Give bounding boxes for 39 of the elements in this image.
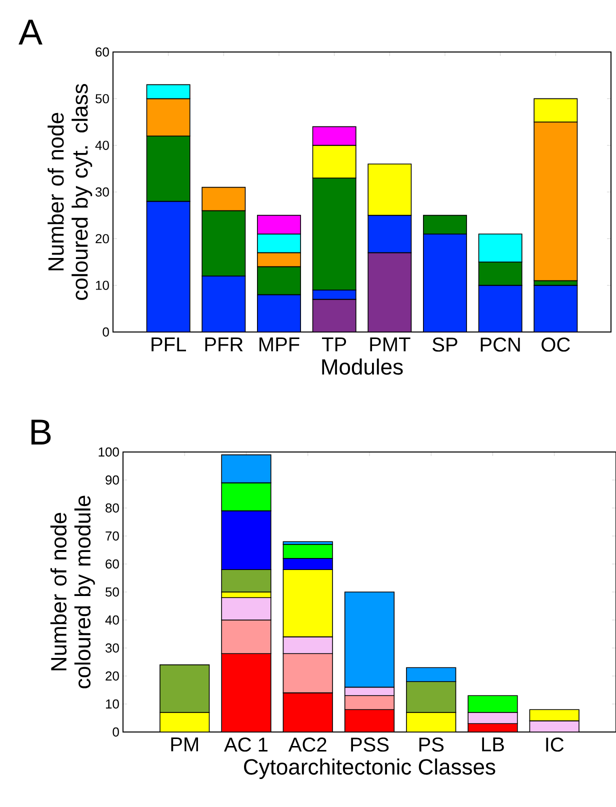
x-tick-label: PM [171,738,198,752]
y-axis-title: Number of node coloured by cyt. class [48,84,92,300]
y-tick-label: 40 [105,615,119,625]
x-axis-title: Cytoarchitectonic Classes [244,758,496,780]
x-tick-label: MPF [260,338,300,352]
y-tick-label: 40 [95,140,109,150]
y-tick-label: 60 [96,47,109,57]
y-tick-label: 20 [96,234,109,244]
x-axis-title: Modules [322,358,403,375]
x-tick-label: PSS [351,738,389,752]
x-tick-label: AC 1 [224,738,268,752]
x-tick-label: IC [546,738,564,752]
y-tick-label: 60 [106,559,119,569]
y-tick-label: 70 [106,531,119,541]
x-tick-label: PCN [480,338,520,352]
x-tick-label: TP [322,338,346,352]
y-tick-label: 80 [106,503,119,513]
x-tick-label: PMT [370,338,410,352]
y-tick-label: 0 [112,727,119,737]
y-tick-label: 50 [96,94,109,104]
x-tick-label: LB [482,738,504,752]
x-tick-label: AC2 [288,738,326,752]
x-tick-label: OC [542,338,570,352]
y-tick-label: 90 [106,475,119,485]
x-tick-label: PS [419,738,444,752]
y-tick-label: 20 [106,671,119,681]
chart-title: A [18,20,42,44]
y-tick-label: 50 [106,587,119,597]
x-tick-label: SP [432,338,458,352]
y-tick-label: 30 [106,643,119,653]
x-tick-label: PFR [205,338,243,352]
x-tick-label: PFL [152,338,186,352]
chart-title: B [31,420,51,444]
y-tick-label: 100 [98,447,119,457]
y-axis-title: Number of node coloured by module [50,496,95,688]
y-tick-label: 0 [102,327,109,337]
y-tick-label: 10 [106,699,119,709]
y-tick-label: 30 [96,187,109,197]
y-tick-label: 10 [96,280,109,290]
